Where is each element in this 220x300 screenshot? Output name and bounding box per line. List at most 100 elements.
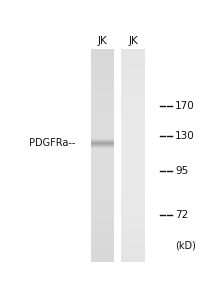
Bar xyxy=(91,72,114,73)
Bar xyxy=(91,134,114,135)
Bar xyxy=(91,156,114,157)
Bar xyxy=(91,226,114,227)
Bar xyxy=(91,61,114,62)
Bar xyxy=(121,195,145,196)
Bar xyxy=(121,152,145,153)
Bar xyxy=(121,53,145,54)
Bar xyxy=(121,245,145,246)
Bar xyxy=(121,168,145,169)
Bar xyxy=(91,202,114,203)
Bar xyxy=(121,147,145,148)
Bar xyxy=(121,123,145,124)
Bar xyxy=(91,187,114,188)
Bar xyxy=(91,136,114,137)
Bar xyxy=(91,119,114,120)
Bar xyxy=(91,138,114,139)
Bar xyxy=(121,66,145,67)
Bar xyxy=(121,248,145,249)
Bar xyxy=(121,106,145,107)
Bar xyxy=(121,199,145,200)
Bar xyxy=(121,90,145,91)
Bar xyxy=(121,218,145,219)
Bar xyxy=(91,78,114,79)
Bar xyxy=(91,148,114,149)
Bar xyxy=(91,114,114,115)
Bar xyxy=(121,93,145,94)
Bar xyxy=(91,182,114,183)
Bar xyxy=(91,77,114,78)
Bar xyxy=(91,60,114,61)
Bar xyxy=(121,172,145,173)
Bar xyxy=(91,142,114,143)
Bar xyxy=(91,49,114,50)
Bar xyxy=(91,209,114,210)
Bar xyxy=(121,86,145,87)
Bar xyxy=(91,181,114,182)
Bar xyxy=(91,141,114,142)
Bar xyxy=(121,75,145,76)
Text: 130: 130 xyxy=(175,131,195,142)
Bar xyxy=(91,200,114,201)
Bar xyxy=(121,85,145,86)
Bar xyxy=(91,174,114,175)
Bar xyxy=(121,249,145,250)
Bar xyxy=(91,131,114,132)
Bar xyxy=(91,132,114,133)
Bar xyxy=(121,146,145,147)
Bar xyxy=(121,112,145,113)
Bar xyxy=(121,183,145,184)
Bar xyxy=(91,178,114,179)
Bar xyxy=(91,111,114,112)
Bar xyxy=(91,185,114,186)
Bar xyxy=(91,216,114,217)
Bar xyxy=(91,54,114,55)
Bar xyxy=(121,133,145,134)
Bar xyxy=(121,213,145,214)
Bar xyxy=(121,257,145,258)
Bar xyxy=(91,233,114,234)
Bar xyxy=(121,236,145,237)
Bar xyxy=(91,235,114,236)
Bar xyxy=(91,124,114,125)
Bar xyxy=(121,64,145,65)
Bar xyxy=(91,67,114,68)
Bar xyxy=(91,248,114,249)
Bar xyxy=(121,154,145,155)
Bar xyxy=(121,163,145,164)
Bar xyxy=(121,77,145,78)
Bar xyxy=(91,158,114,159)
Bar xyxy=(121,181,145,182)
Bar xyxy=(91,222,114,223)
Bar xyxy=(121,186,145,187)
Bar xyxy=(91,256,114,257)
Bar xyxy=(91,237,114,238)
Bar xyxy=(121,84,145,85)
Bar xyxy=(121,115,145,116)
Bar xyxy=(91,133,114,134)
Bar xyxy=(121,132,145,133)
Bar xyxy=(121,122,145,123)
Bar xyxy=(91,211,114,212)
Bar xyxy=(121,78,145,79)
Bar xyxy=(91,221,114,222)
Bar xyxy=(91,153,114,154)
Bar xyxy=(121,99,145,100)
Bar xyxy=(121,253,145,254)
Bar xyxy=(91,135,114,136)
Bar xyxy=(91,63,114,64)
Bar xyxy=(121,83,145,84)
Bar xyxy=(91,151,114,152)
Bar xyxy=(91,231,114,232)
Bar xyxy=(121,200,145,201)
Bar xyxy=(91,173,114,174)
Bar xyxy=(121,49,145,50)
Bar xyxy=(121,214,145,215)
Bar xyxy=(121,194,145,195)
Bar xyxy=(121,230,145,231)
Bar xyxy=(121,241,145,242)
Bar xyxy=(121,204,145,205)
Bar xyxy=(121,234,145,235)
Bar xyxy=(91,164,114,165)
Bar xyxy=(91,227,114,228)
Bar xyxy=(121,110,145,111)
